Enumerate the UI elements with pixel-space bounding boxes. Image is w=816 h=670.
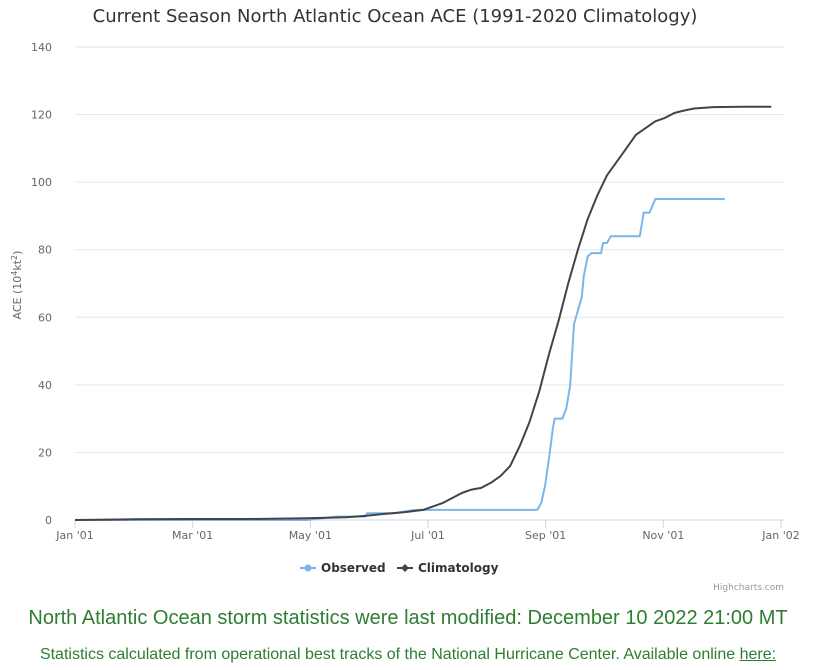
highcharts-credit[interactable]: Highcharts.com xyxy=(713,583,784,593)
y-axis-label: ACE (104kt2) xyxy=(10,251,25,320)
legend-item-climatology[interactable]: Climatology xyxy=(397,561,499,575)
climatology-series-line xyxy=(74,105,772,521)
climatology-legend-marker xyxy=(401,564,409,572)
y-tick-label: 140 xyxy=(31,41,52,54)
source-text: Statistics calculated from operational b… xyxy=(39,646,740,663)
y-tick-label: 40 xyxy=(38,379,52,392)
y-tick-label: 60 xyxy=(38,311,52,324)
last-modified-text: North Atlantic Ocean storm statistics we… xyxy=(28,607,788,629)
y-tick-label: 120 xyxy=(31,109,52,122)
y-tick-label: 0 xyxy=(45,514,52,527)
y-tick-label: 100 xyxy=(31,176,52,189)
legend-climatology-label: Climatology xyxy=(418,561,499,575)
y-tick-label: 80 xyxy=(38,244,52,257)
grid-lines xyxy=(75,46,785,453)
series-lines xyxy=(74,105,772,521)
y-axis-ticks: 0 20 40 60 80 100 120 140 xyxy=(31,41,52,527)
x-tick-label: Jan '02 xyxy=(761,529,799,542)
source-note: Statistics calculated from operational b… xyxy=(0,646,816,664)
observed-series-line xyxy=(75,198,725,521)
x-tick-label: Jan '01 xyxy=(55,529,93,542)
legend-observed-label: Observed xyxy=(321,561,386,575)
here-link[interactable]: here: xyxy=(739,646,777,663)
y-tick-label: 20 xyxy=(38,446,52,459)
legend: Observed Climatology xyxy=(300,561,499,575)
observed-legend-marker xyxy=(304,564,312,572)
x-tick-label: Sep '01 xyxy=(525,529,566,542)
x-tick-label: May '01 xyxy=(289,529,332,542)
x-tick-label: Mar '01 xyxy=(172,529,213,542)
x-tick-label: Jul '01 xyxy=(410,529,445,542)
chart-title: Current Season North Atlantic Ocean ACE … xyxy=(93,6,698,27)
ace-chart: Current Season North Atlantic Ocean ACE … xyxy=(10,6,800,593)
legend-item-observed[interactable]: Observed xyxy=(300,561,386,575)
x-axis-ticks: Jan '01 Mar '01 May '01 Jul '01 Sep '01 Nov '… xyxy=(55,520,800,542)
x-tick-label: Nov '01 xyxy=(642,529,684,542)
